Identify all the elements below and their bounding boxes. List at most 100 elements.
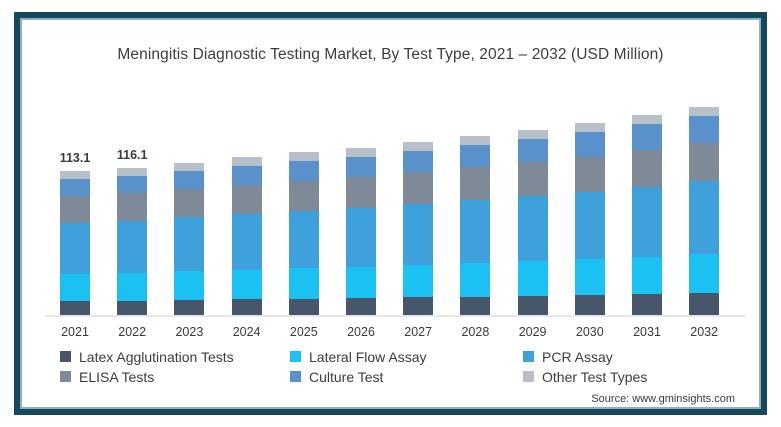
bar-segment-other-test-types-2029 <box>517 130 548 139</box>
bar-segment-latex-agglutination-tests-2026 <box>346 298 376 316</box>
legend-item-culture-test: Culture Test <box>290 368 384 385</box>
legend-label-lateral-flow-assay: Lateral Flow Assay <box>309 348 427 365</box>
legend-swatch-lateral-flow-assay-icon <box>290 351 301 362</box>
bar-segment-latex-agglutination-tests-2022 <box>117 300 148 316</box>
bar-segment-lateral-flow-assay-2029 <box>517 261 548 296</box>
bar-segment-culture-test-2025 <box>288 160 319 181</box>
bar-segment-latex-agglutination-tests-2031 <box>632 294 662 316</box>
legend-item-elisa-tests: ELISA Tests <box>60 369 154 385</box>
bar-segment-other-test-types-2021 <box>60 171 90 180</box>
bar-segment-elisa-tests-2030 <box>574 156 605 192</box>
bar-segment-culture-test-2024 <box>231 165 262 185</box>
x-axis-tick-2030: 2030 <box>575 325 604 339</box>
bar-segment-pcr-assay-2022 <box>117 220 148 274</box>
bar-segment-culture-test-2021 <box>60 179 90 197</box>
bar-segment-latex-agglutination-tests-2030 <box>574 295 605 316</box>
bar-segment-other-test-types-2025 <box>288 152 319 161</box>
bar-segment-pcr-assay-2030 <box>574 191 605 259</box>
bar-segment-pcr-assay-2026 <box>346 208 376 267</box>
x-axis-tick-2022: 2022 <box>118 325 147 339</box>
bar-segment-other-test-types-2030 <box>574 123 605 133</box>
data-label-2022: 116.1 <box>116 147 148 162</box>
bar-segment-lateral-flow-assay-2027 <box>403 265 434 298</box>
x-axis-tick-2027: 2027 <box>404 325 433 339</box>
bar-segment-lateral-flow-assay-2026 <box>346 266 376 299</box>
bar-segment-pcr-assay-2027 <box>403 204 434 266</box>
x-axis-tick-2031: 2031 <box>633 325 661 339</box>
bar-segment-other-test-types-2028 <box>460 136 491 145</box>
x-axis-tick-2029: 2029 <box>518 325 547 339</box>
bar-segment-latex-agglutination-tests-2028 <box>460 296 491 316</box>
bar-segment-latex-agglutination-tests-2024 <box>231 299 262 316</box>
bar-segment-elisa-tests-2022 <box>117 193 148 221</box>
bar-segment-elisa-tests-2027 <box>403 172 434 205</box>
x-axis-tick-2028: 2028 <box>461 325 490 339</box>
bar-segment-latex-agglutination-tests-2021 <box>60 301 90 316</box>
bar-segment-pcr-assay-2023 <box>174 217 205 272</box>
bar-segment-other-test-types-2032 <box>689 107 720 117</box>
bar-segment-latex-agglutination-tests-2023 <box>174 300 205 316</box>
bar-segment-latex-agglutination-tests-2027 <box>403 297 434 316</box>
bar-segment-other-test-types-2023 <box>174 162 205 171</box>
bar-segment-lateral-flow-assay-2021 <box>60 274 90 302</box>
bar-segment-pcr-assay-2028 <box>460 200 491 264</box>
bar-segment-elisa-tests-2032 <box>689 143 720 182</box>
chart-title: Meningitis Diagnostic Testing Market, By… <box>117 46 664 63</box>
bar-segment-lateral-flow-assay-2030 <box>574 259 605 296</box>
legend-label-other-test-types: Other Test Types <box>542 368 648 385</box>
bar-segment-elisa-tests-2021 <box>60 196 90 224</box>
legend-label-pcr-assay: PCR Assay <box>542 348 613 365</box>
x-axis-tick-2024: 2024 <box>232 325 261 339</box>
legend-label-latex-agglutination-tests: Latex Agglutination Tests <box>79 348 234 365</box>
bar-segment-pcr-assay-2021 <box>60 223 90 275</box>
bar-segment-elisa-tests-2028 <box>460 167 491 201</box>
bar-segment-culture-test-2032 <box>689 116 720 144</box>
bar-segment-lateral-flow-assay-2022 <box>117 273 148 301</box>
legend-swatch-elisa-tests-icon <box>60 371 71 382</box>
bar-segment-pcr-assay-2031 <box>632 186 662 257</box>
legend-item-latex-agglutination-tests: Latex Agglutination Tests <box>60 348 234 365</box>
bar-segment-other-test-types-2027 <box>403 142 434 151</box>
bar-segment-other-test-types-2022 <box>117 167 148 176</box>
bar-segment-other-test-types-2031 <box>632 115 662 125</box>
x-axis-tick-2032: 2032 <box>690 325 719 339</box>
bar-segment-culture-test-2030 <box>574 132 605 157</box>
legend-swatch-other-test-types-icon <box>523 371 534 382</box>
bar-segment-pcr-assay-2024 <box>231 213 262 270</box>
legend-label-culture-test: Culture Test <box>309 368 384 385</box>
x-axis-line <box>45 315 745 317</box>
bar-segment-other-test-types-2024 <box>231 157 262 166</box>
bar-segment-lateral-flow-assay-2024 <box>231 269 262 300</box>
bar-segment-latex-agglutination-tests-2032 <box>689 292 720 316</box>
x-axis-tick-2023: 2023 <box>175 325 204 339</box>
bar-segment-elisa-tests-2023 <box>174 188 205 218</box>
data-label-2021: 113.1 <box>59 151 91 166</box>
bar-segment-pcr-assay-2032 <box>689 181 720 254</box>
bar-segment-culture-test-2023 <box>174 170 205 189</box>
bar-segment-pcr-assay-2025 <box>288 210 319 269</box>
bar-segment-elisa-tests-2024 <box>231 184 262 214</box>
legend-item-other-test-types: Other Test Types <box>523 368 648 385</box>
legend-swatch-latex-agglutination-tests-icon <box>60 351 71 362</box>
bar-segment-culture-test-2027 <box>403 150 434 173</box>
legend-item-lateral-flow-assay: Lateral Flow Assay <box>290 348 427 365</box>
x-axis-tick-2021: 2021 <box>61 325 89 339</box>
bar-segment-lateral-flow-assay-2023 <box>174 271 205 301</box>
bar-segment-lateral-flow-assay-2032 <box>689 254 720 293</box>
x-axis-tick-2026: 2026 <box>347 325 375 339</box>
bar-segment-culture-test-2026 <box>346 156 376 178</box>
bar-segment-culture-test-2028 <box>460 145 491 168</box>
source-text: Source: www.gminsights.com <box>591 393 735 405</box>
bar-segment-lateral-flow-assay-2028 <box>460 263 491 297</box>
bar-segment-elisa-tests-2026 <box>346 177 376 209</box>
x-axis-tick-2025: 2025 <box>289 325 318 339</box>
bar-segment-latex-agglutination-tests-2029 <box>517 295 548 316</box>
legend-swatch-culture-test-icon <box>290 371 301 382</box>
bar-segment-lateral-flow-assay-2025 <box>288 268 319 299</box>
bar-segment-pcr-assay-2029 <box>517 196 548 262</box>
legend-swatch-pcr-assay-icon <box>523 351 534 362</box>
bar-segment-elisa-tests-2031 <box>632 149 662 187</box>
bar-segment-other-test-types-2026 <box>346 148 376 157</box>
